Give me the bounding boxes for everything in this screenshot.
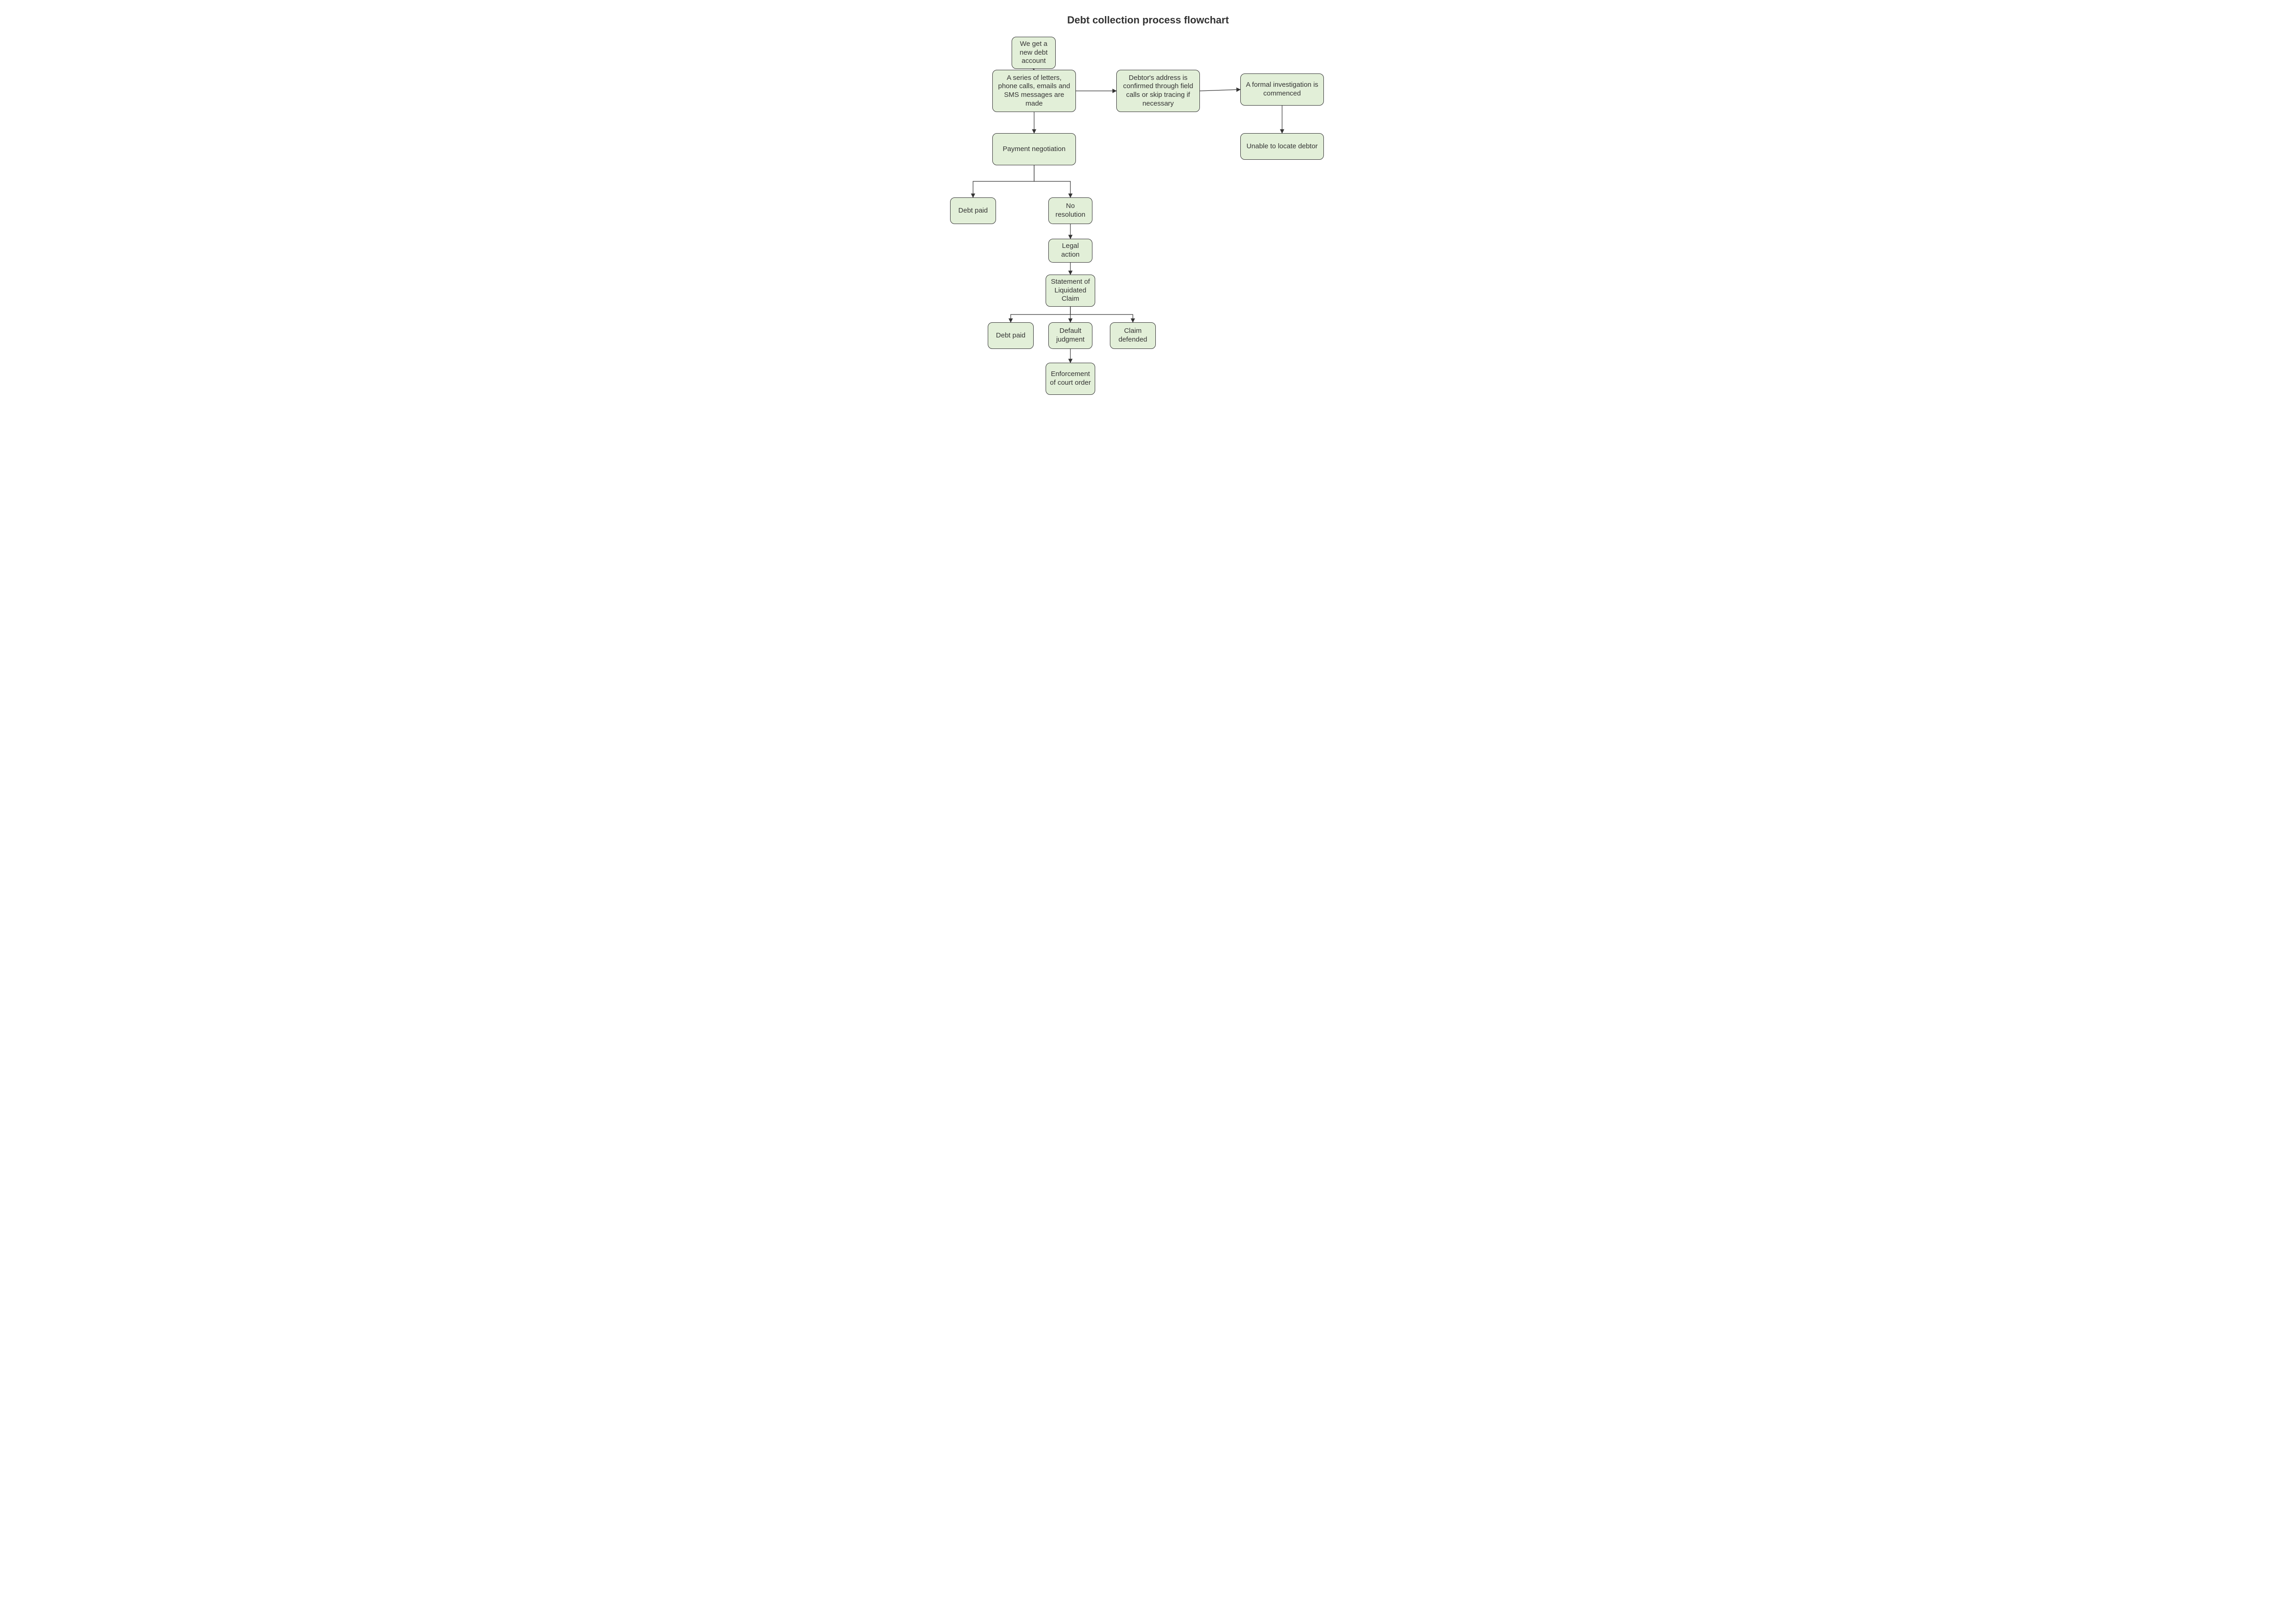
flowchart-node-n6: Payment negotiation <box>992 133 1076 165</box>
flowchart-node-n11: Debt paid <box>988 322 1034 349</box>
flowchart-node-n1: We get a new debt account <box>1012 37 1056 69</box>
flowchart-node-n12: Default judgment <box>1048 322 1092 349</box>
flowchart-edge <box>1200 90 1240 91</box>
flowchart-node-n2: A series of letters, phone calls, emails… <box>992 70 1076 112</box>
flowchart-node-n8: No resolution <box>1048 197 1092 224</box>
flowchart-canvas: Debt collection process flowchart We get… <box>823 0 1473 459</box>
flowchart-edge <box>1011 307 1070 322</box>
flowchart-node-n13: Claim defended <box>1110 322 1156 349</box>
flowchart-edge <box>973 165 1034 197</box>
chart-title: Debt collection process flowchart <box>1067 14 1229 26</box>
flowchart-node-n14: Enforcement of court order <box>1046 363 1095 395</box>
flowchart-node-n3: Debtor's address is confirmed through fi… <box>1116 70 1200 112</box>
flowchart-edges <box>823 0 1473 459</box>
flowchart-node-n7: Debt paid <box>950 197 996 224</box>
flowchart-node-n4: A formal investigation is commenced <box>1240 73 1324 106</box>
flowchart-edge <box>1034 165 1070 197</box>
flowchart-node-n5: Unable to locate debtor <box>1240 133 1324 160</box>
flowchart-node-n9: Legal action <box>1048 239 1092 263</box>
flowchart-node-n10: Statement of Liquidated Claim <box>1046 275 1095 307</box>
flowchart-edge <box>1070 307 1133 322</box>
